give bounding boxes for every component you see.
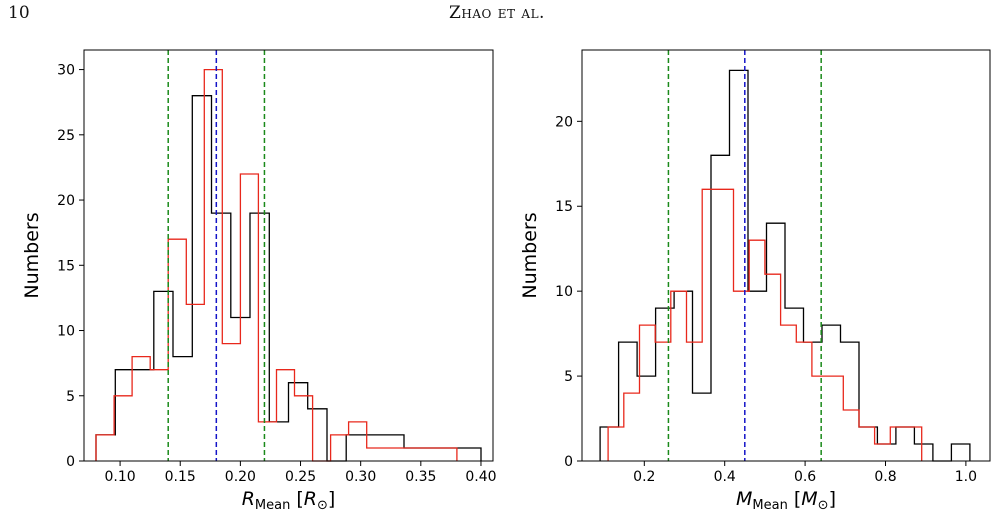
radius-histogram-panel: 0.10 0.15 0.20 0.25 0.30 0.35 0.40 0 5 10 15 20 25 30… <box>21 49 497 513</box>
radius-x-tick-label: 0.20 <box>225 469 256 485</box>
mass-x-tick-label: 0.2 <box>633 469 655 485</box>
mass-histogram-black-series <box>599 69 971 462</box>
radius-y-tick-label: 5 <box>66 389 75 405</box>
radius-x-tick-label: 0.10 <box>105 469 136 485</box>
mass-histogram-panel: 0.2 0.4 0.6 0.8 1.0 0 5 10 15 20 Numbers MMean [M⊙] <box>519 49 991 513</box>
mass-axes-frame <box>581 49 991 462</box>
radius-x-tick-label: 0.40 <box>465 469 496 485</box>
mass-y-tick-label: 15 <box>555 199 573 215</box>
running-head: Zhao et al. <box>449 3 545 23</box>
mass-x-tick-label: 1.0 <box>955 469 977 485</box>
mass-x-tick-label: 0.4 <box>714 469 736 485</box>
radius-y-tick-label: 20 <box>57 193 75 209</box>
radius-histogram-black-series <box>95 95 482 462</box>
mass-y-tick-label: 5 <box>564 369 573 385</box>
mass-x-tick-label: 0.6 <box>794 469 816 485</box>
radius-y-tick-label: 10 <box>57 324 75 340</box>
radius-y-tick-label: 30 <box>57 63 75 79</box>
radius-x-tick-label: 0.30 <box>345 469 376 485</box>
mass-histogram-red-series <box>607 188 923 461</box>
mass-x-tick-label: 0.8 <box>874 469 896 485</box>
radius-y-tick-label: 25 <box>57 128 75 144</box>
radius-y-axis-label: Numbers <box>21 212 43 298</box>
mass-x-axis-label: MMean [M⊙] <box>736 488 836 513</box>
mass-y-tick-label: 20 <box>555 114 573 130</box>
radius-y-tick-label: 15 <box>57 258 75 274</box>
mass-y-tick-label: 10 <box>555 284 573 300</box>
mass-y-tick-label: 0 <box>564 454 573 470</box>
mass-y-axis-label: Numbers <box>519 212 541 298</box>
radius-axes-frame <box>83 49 494 462</box>
radius-x-tick-label: 0.25 <box>285 469 316 485</box>
radius-x-tick-label: 0.35 <box>405 469 436 485</box>
page-header: 10 Zhao et al. <box>0 0 994 30</box>
radius-x-tick-label: 0.15 <box>165 469 196 485</box>
page-number: 10 <box>8 3 30 23</box>
radius-histogram-red-series <box>95 68 458 462</box>
radius-y-tick-label: 0 <box>66 454 75 470</box>
radius-x-axis-label: RMean [R⊙] <box>242 488 336 513</box>
